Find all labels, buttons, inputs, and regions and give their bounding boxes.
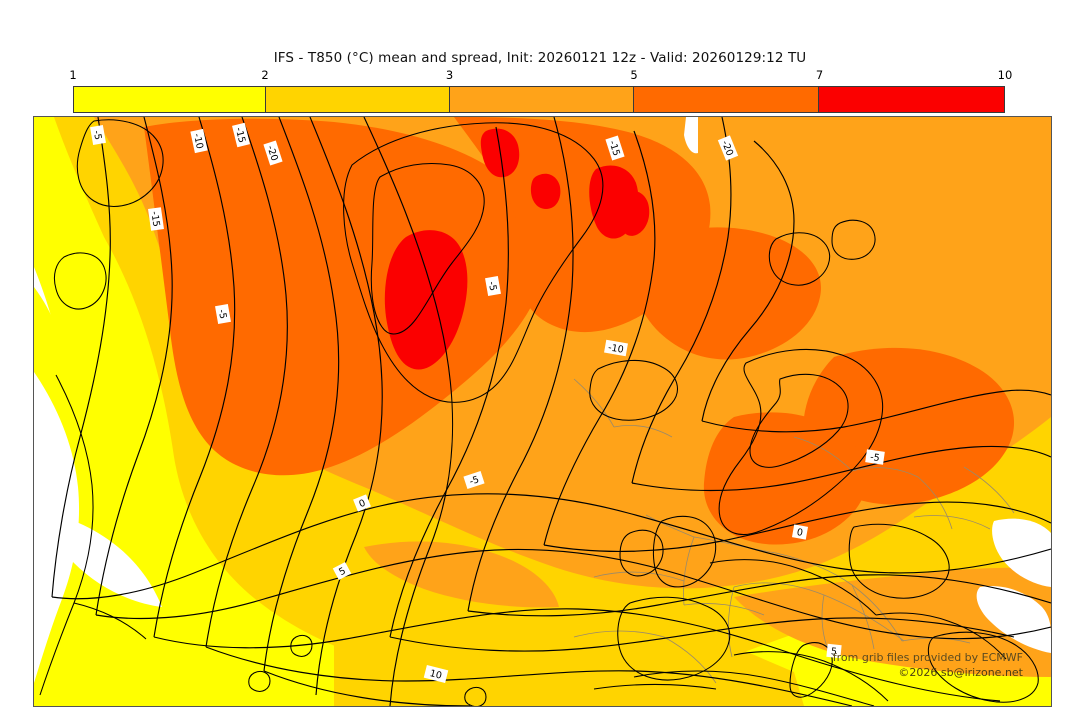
contour-label: -15: [148, 211, 161, 228]
colorbar-tick-labels: 1 2 3 5 7 10: [69, 68, 1012, 84]
spread-band-5-7: [144, 117, 1015, 545]
colorbar-tick-7: 7: [815, 68, 824, 82]
colorbar-tick-10: 10: [997, 68, 1013, 82]
colorbar-tick-2: 2: [261, 68, 269, 82]
spread-band-7-10: [384, 128, 650, 370]
isotherm-contours: [51, 117, 1051, 706]
contour-label: -5: [486, 281, 498, 292]
map-canvas: -5 -10 -15 -20: [33, 116, 1052, 707]
country-borders: [573, 378, 1015, 684]
colorbar-tick-5: 5: [630, 68, 638, 82]
contour-labels: -5 -10 -15 -20: [90, 122, 885, 683]
map-svg: -5 -10 -15 -20: [34, 117, 1051, 706]
contour-label: -20: [264, 144, 279, 162]
contour-label: -15: [606, 139, 621, 157]
contour-label: 0: [796, 527, 804, 539]
contour-label: -5: [869, 452, 880, 464]
contour-label: 5: [337, 566, 348, 579]
contour-label: -10: [607, 342, 624, 356]
colorbar-tick-1: 1: [69, 68, 77, 82]
colorbar-segment-5-7: [633, 87, 819, 112]
no-data-region: [34, 117, 1051, 683]
contour-label: -10: [191, 132, 205, 149]
colorbar: 1 2 3 5 7 10: [69, 68, 1012, 113]
colorbar-segment-3-5: [449, 87, 634, 112]
contour-label: -5: [468, 474, 480, 487]
colorbar-tick-3: 3: [445, 68, 454, 82]
contour-label: -5: [216, 309, 228, 320]
contour-label: -20: [719, 139, 735, 158]
coastlines: [39, 119, 1039, 706]
contour-label: 0: [358, 498, 368, 510]
contour-label: -5: [91, 130, 103, 141]
contour-label: -15: [233, 126, 247, 144]
page-title: IFS - T850 (°C) mean and spread, Init: 2…: [273, 50, 807, 66]
colorbar-segment-1-2: [74, 87, 266, 112]
colorbar-segment-7-10: [818, 87, 1004, 112]
colorbar-segment-2-3: [265, 87, 450, 112]
contour-label: 10: [429, 668, 443, 682]
contour-label: 5: [830, 646, 837, 658]
colorbar-bar: [73, 86, 1005, 113]
